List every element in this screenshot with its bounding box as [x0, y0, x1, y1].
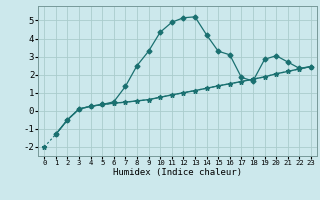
X-axis label: Humidex (Indice chaleur): Humidex (Indice chaleur) — [113, 168, 242, 177]
